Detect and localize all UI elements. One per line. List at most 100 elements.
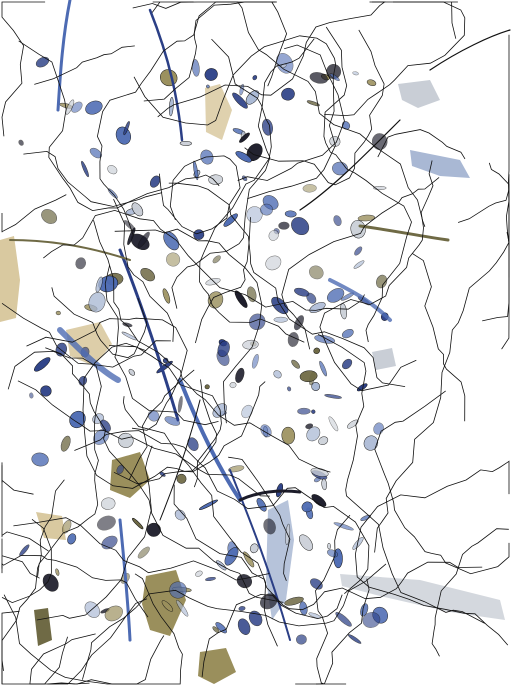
contour-line bbox=[281, 177, 440, 350]
contour-line bbox=[114, 228, 263, 424]
contour-line bbox=[17, 380, 270, 497]
contour-line bbox=[319, 160, 434, 392]
paint-splash bbox=[176, 599, 189, 617]
paint-splash bbox=[249, 313, 266, 331]
contour-line bbox=[1, 610, 20, 684]
paint-splash bbox=[333, 215, 342, 226]
contour-line bbox=[412, 253, 466, 422]
contour-line bbox=[374, 232, 510, 553]
contour-line bbox=[295, 578, 370, 685]
paint-splash bbox=[147, 410, 160, 422]
paint-splash bbox=[296, 634, 307, 645]
paint-splash bbox=[287, 386, 292, 392]
paint-splash bbox=[81, 160, 89, 178]
contour-line bbox=[43, 209, 365, 311]
paint-splash bbox=[352, 71, 359, 76]
paint-splash bbox=[162, 288, 171, 304]
paint-splash bbox=[306, 100, 320, 107]
paint-splash bbox=[104, 605, 123, 622]
paint-splash bbox=[65, 99, 75, 115]
contour-line bbox=[323, 26, 412, 343]
paint-splash bbox=[311, 382, 321, 391]
paint-splash bbox=[328, 416, 339, 432]
contour-line bbox=[173, 484, 483, 611]
paint-splash bbox=[89, 147, 103, 159]
paint-splash bbox=[140, 267, 156, 282]
paint-splash bbox=[31, 452, 49, 467]
paint-splash bbox=[34, 357, 51, 372]
paint-splash bbox=[321, 478, 327, 491]
paint-splash bbox=[62, 520, 72, 534]
sand-patch-mid-left bbox=[66, 322, 112, 366]
contour-line bbox=[354, 460, 510, 646]
paint-splash bbox=[40, 385, 52, 397]
paint-splash bbox=[88, 292, 106, 313]
contour-line bbox=[315, 514, 351, 685]
paint-splash bbox=[127, 227, 136, 246]
paint-splash bbox=[42, 573, 59, 592]
contour-line bbox=[171, 38, 315, 309]
paint-splash bbox=[131, 202, 144, 217]
paint-splash bbox=[205, 576, 216, 582]
light-blue-streak-right bbox=[410, 150, 470, 178]
paint-splash bbox=[232, 92, 248, 109]
paint-splash bbox=[294, 315, 304, 331]
paint-splash bbox=[276, 53, 294, 74]
paint-splash bbox=[179, 140, 192, 146]
paint-splash bbox=[333, 522, 354, 531]
paint-splash bbox=[35, 56, 50, 68]
paint-splash bbox=[239, 132, 250, 143]
paint-splash bbox=[161, 600, 174, 612]
paint-splash bbox=[159, 471, 166, 477]
contour-line bbox=[237, 44, 345, 181]
contour-line bbox=[122, 396, 278, 647]
contour-line bbox=[324, 1, 466, 117]
paint-splash bbox=[137, 231, 150, 249]
paint-splash bbox=[228, 465, 245, 473]
paint-splash bbox=[327, 288, 345, 303]
drip-stroke bbox=[299, 119, 401, 211]
paint-splash bbox=[29, 392, 34, 399]
paint-splash bbox=[284, 596, 304, 606]
paint-splash bbox=[310, 578, 323, 590]
paint-splash bbox=[156, 360, 173, 374]
drip-stroke bbox=[148, 8, 184, 142]
contour-line bbox=[82, 563, 387, 680]
paint-splash bbox=[75, 257, 86, 270]
paint-splash bbox=[128, 368, 135, 376]
paint-splash bbox=[237, 618, 251, 635]
paint-splash bbox=[284, 210, 297, 218]
contour-line bbox=[1, 302, 171, 368]
paint-splash bbox=[311, 409, 316, 414]
drip-stroke bbox=[56, 0, 72, 112]
grey-band-top-right bbox=[398, 80, 440, 108]
contour-line bbox=[13, 517, 270, 581]
drip-stroke bbox=[229, 469, 291, 641]
paint-splash bbox=[297, 407, 311, 415]
contour-line bbox=[1, 465, 34, 495]
paint-splash bbox=[301, 501, 313, 513]
paint-splash bbox=[329, 73, 340, 82]
paint-splash bbox=[212, 255, 221, 264]
paint-splash bbox=[96, 515, 116, 531]
paint-splash bbox=[263, 518, 276, 535]
paint-splash bbox=[291, 217, 310, 236]
paint-splash bbox=[249, 543, 259, 554]
paint-splash bbox=[199, 499, 218, 510]
paint-splash bbox=[246, 286, 257, 303]
paint-splash bbox=[324, 394, 342, 399]
paint-splash bbox=[204, 384, 210, 390]
paint-splash bbox=[177, 395, 183, 413]
paint-splash bbox=[239, 83, 245, 96]
paint-splash bbox=[260, 203, 273, 216]
paint-splash bbox=[107, 165, 118, 175]
contour-line bbox=[128, 369, 195, 480]
contour-line bbox=[29, 633, 96, 685]
paint-splash bbox=[191, 59, 200, 77]
color-washes bbox=[0, 80, 505, 684]
paint-splash bbox=[118, 432, 134, 448]
paint-splash bbox=[100, 419, 111, 432]
contour-line bbox=[1, 554, 149, 618]
